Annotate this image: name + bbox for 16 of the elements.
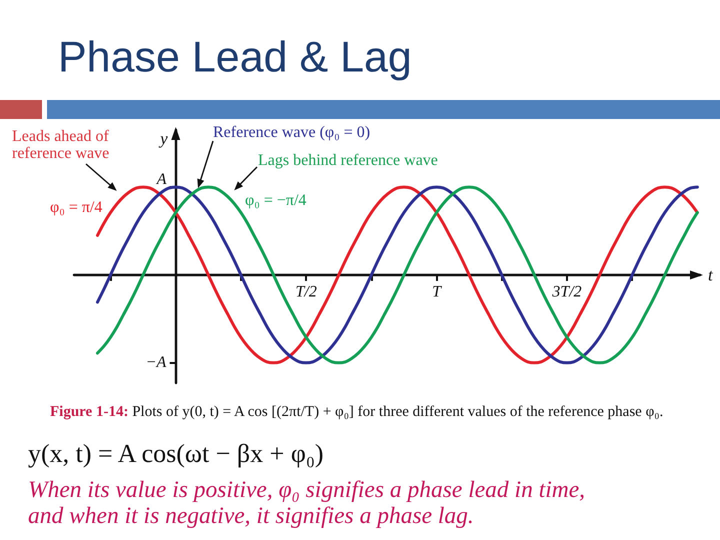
x-tick-label: 3T/2: [551, 283, 582, 300]
text: Leads ahead of reference wave: [12, 128, 110, 162]
text: Reference wave (φ₀ = 0): [213, 124, 370, 141]
text: Lags behind reference wave: [258, 152, 438, 169]
series-label: φ₀ = π/4: [50, 199, 102, 216]
y-axis-title: y: [158, 129, 168, 148]
caption: Figure 1-14: Plots of y(0, t) = A cos [(2πt/T) + φ₀] for three different values of the reference phase φ₀.: [50, 404, 664, 420]
chart-title: Phase Lead & Lag: [58, 34, 412, 82]
annotation: A: [156, 171, 166, 188]
annotation: −A: [146, 354, 166, 371]
x-tick-label: T: [432, 283, 442, 300]
x-axis-title: t: [708, 265, 714, 284]
series-label: φ₀ = −π/4: [245, 192, 306, 209]
x-tick-label: T/2: [295, 283, 317, 300]
text: When its value is positive, φ₀ signifies a phase lead in time, and when it is negative, it signifies a phase lag.: [28, 477, 586, 530]
text: y(x, t) = A cos(ωt − βx + φ₀): [28, 439, 324, 468]
